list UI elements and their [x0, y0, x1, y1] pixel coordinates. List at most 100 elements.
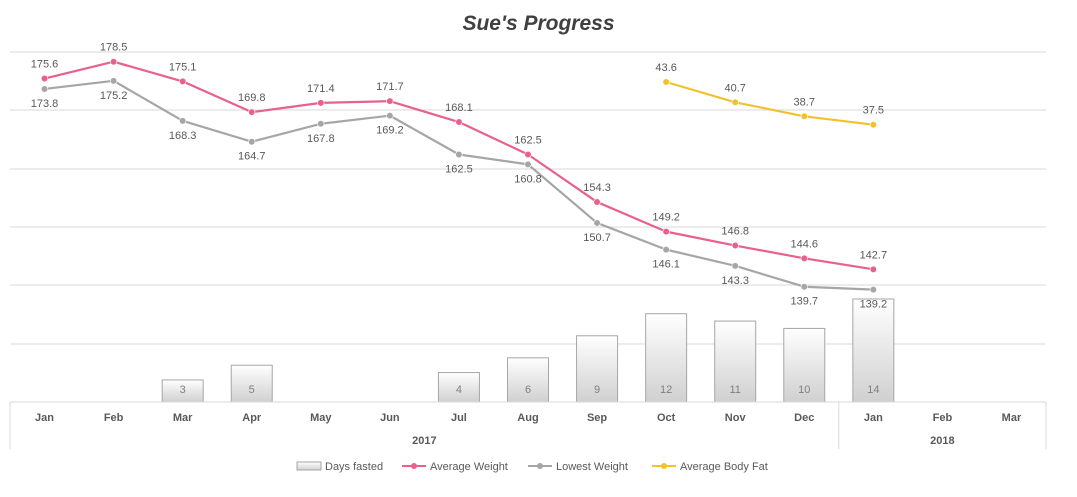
- data-point: [800, 254, 808, 262]
- legend-label: Lowest Weight: [556, 461, 628, 473]
- data-point: [40, 85, 49, 93]
- data-point: [386, 112, 394, 120]
- data-label: 143.3: [721, 275, 749, 287]
- legend-label: Average Weight: [430, 461, 508, 473]
- data-point: [524, 160, 532, 168]
- data-label: 175.1: [169, 61, 197, 73]
- data-label: 149.2: [652, 212, 680, 224]
- bar: [783, 327, 826, 403]
- bar: [714, 320, 757, 403]
- data-label: 171.7: [376, 81, 404, 93]
- data-point: [800, 283, 808, 291]
- data-label: 146.1: [652, 259, 680, 271]
- data-label: 169.8: [238, 92, 266, 104]
- legend-marker: [661, 463, 667, 469]
- x-tick-label: Mar: [1002, 412, 1022, 424]
- data-point: [179, 77, 187, 86]
- bar-value-label: 12: [660, 384, 672, 396]
- bar-series: [161, 298, 895, 403]
- data-label: 139.7: [791, 296, 819, 308]
- data-point: [731, 262, 739, 270]
- data-point: [386, 97, 394, 105]
- data-point: [662, 78, 670, 86]
- data-point: [593, 219, 601, 227]
- data-point: [662, 228, 670, 236]
- legend-swatch: [296, 461, 322, 471]
- data-label: 171.4: [307, 83, 335, 95]
- data-label: 154.3: [583, 182, 611, 194]
- bar: [645, 313, 688, 403]
- data-point: [317, 99, 325, 107]
- data-point: [455, 118, 463, 126]
- data-label: 168.1: [445, 102, 473, 114]
- data-point: [731, 98, 739, 106]
- data-label: 169.2: [376, 125, 404, 137]
- data-label: 146.8: [721, 226, 749, 238]
- line-series: [40, 58, 877, 294]
- data-label: 175.2: [100, 90, 128, 102]
- x-tick-label: Sep: [587, 412, 607, 424]
- data-point: [109, 58, 118, 66]
- data-point: [455, 150, 463, 159]
- bar-value-label: 5: [249, 384, 255, 396]
- x-tick-label: Feb: [104, 412, 124, 424]
- data-label: 160.8: [514, 173, 542, 185]
- data-label: 178.5: [100, 42, 128, 54]
- data-point: [248, 108, 256, 116]
- data-label: 139.2: [860, 299, 888, 311]
- data-point: [869, 265, 877, 273]
- data-label: 167.8: [307, 133, 335, 145]
- data-point: [593, 198, 601, 206]
- x-tick-label: Aug: [517, 412, 538, 424]
- data-label: 164.7: [238, 151, 266, 163]
- data-label: 168.3: [169, 130, 197, 142]
- data-label: 43.6: [655, 62, 676, 74]
- bar-value-label: 4: [456, 384, 462, 396]
- bar: [852, 298, 895, 403]
- data-label: 37.5: [863, 105, 884, 117]
- x-tick-label: Mar: [173, 412, 193, 424]
- data-label: 173.8: [31, 98, 59, 110]
- x-tick-label: Apr: [242, 412, 262, 424]
- data-labels: 3 5 4 6 9 12 11 10 14 175.6 178.5 175.1 169.8 171.4 17…: [31, 42, 887, 396]
- data-label: 38.7: [794, 96, 815, 108]
- chart-title: Sue's Progress: [462, 12, 615, 35]
- data-point: [731, 241, 739, 250]
- x-tick-label: Nov: [725, 412, 747, 424]
- legend: Days fasted Average Weight Lowest Weight Av…: [296, 461, 768, 473]
- legend-marker: [537, 463, 543, 469]
- data-label: 144.6: [791, 238, 819, 250]
- data-label: 40.7: [724, 82, 745, 94]
- data-point: [317, 120, 325, 128]
- data-point: [179, 117, 187, 125]
- data-point: [869, 286, 877, 294]
- data-point: [40, 74, 49, 83]
- x-tick-label: Oct: [657, 412, 676, 424]
- series-line: [665, 80, 874, 126]
- x-tick-label: Jul: [451, 412, 467, 424]
- data-point: [109, 77, 118, 85]
- data-point: [869, 121, 877, 129]
- bar-value-label: 6: [525, 384, 531, 396]
- bar-value-label: 10: [798, 384, 810, 396]
- legend-label: Average Body Fat: [680, 461, 768, 473]
- bar-value-label: 9: [594, 384, 600, 396]
- x-tick-label: Jan: [35, 412, 54, 424]
- x-group-label: 2018: [930, 435, 954, 447]
- data-label: 162.5: [445, 164, 473, 176]
- x-tick-label: Dec: [794, 412, 814, 424]
- data-label: 150.7: [583, 232, 611, 244]
- legend-marker: [411, 463, 417, 469]
- x-tick-label: May: [310, 412, 332, 424]
- x-group-label: 2017: [412, 435, 436, 447]
- data-point: [248, 138, 256, 146]
- bar-value-label: 3: [180, 384, 186, 396]
- x-tick-label: Feb: [933, 412, 953, 424]
- legend-label: Days fasted: [325, 461, 383, 473]
- data-point: [524, 150, 532, 159]
- bar-value-label: 14: [867, 384, 879, 396]
- data-label: 142.7: [860, 249, 888, 261]
- x-tick-label: Jan: [864, 412, 883, 424]
